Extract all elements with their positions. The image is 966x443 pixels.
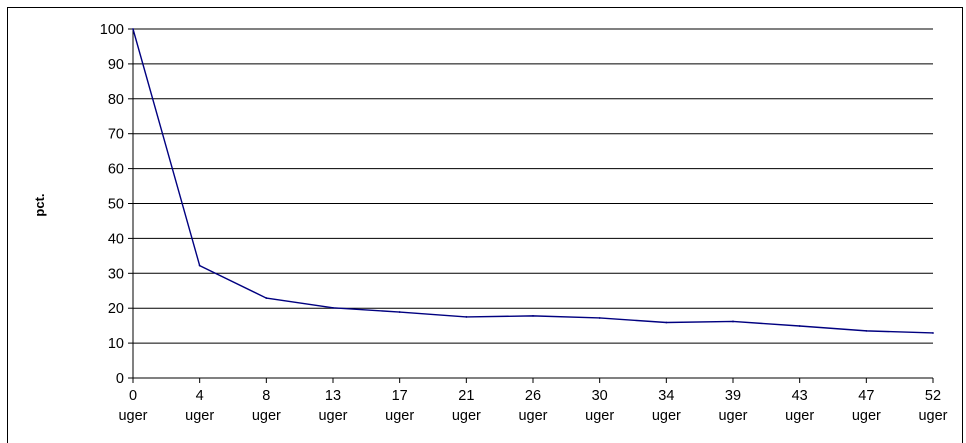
data-point [398,311,401,313]
data-point [332,306,334,309]
gridlines [133,28,933,344]
x-tick-label-line: uger [518,408,547,424]
x-tick-label-line: uger [385,408,414,424]
data-point [598,317,601,319]
x-tick-label-line: uger [318,408,347,424]
y-tick-label: 90 [108,57,124,73]
data-point [532,314,534,317]
x-tick-label: 34 uger [652,388,681,424]
x-tick-label-line: 17 [392,388,408,404]
x-tick-label-line: 4 [196,388,204,404]
y-tick-label: 70 [108,127,124,143]
x-tick-label-line: uger [785,408,814,424]
data-point [865,329,868,332]
x-tick-label-line: 52 [925,388,941,404]
y-tick-label: 0 [116,371,124,387]
y-axis-label: pct. [32,193,47,216]
x-tick-label: 30 uger [585,388,614,424]
x-tick-label: 0 uger [118,388,147,424]
y-tick-label: 60 [108,162,124,178]
y-tick-label: 50 [108,197,124,213]
data-point [732,320,734,323]
data-point [665,321,668,324]
x-tick-label: 43 uger [785,388,814,424]
data-point [132,28,134,30]
data-point [798,325,801,327]
y-tick-labels: 0 10 20 30 40 50 60 70 80 90 100 [100,22,124,387]
x-tick-label-line: uger [718,408,747,424]
x-tick-label: 39 uger [718,388,747,424]
y-tick-label: 30 [108,266,124,282]
x-tick-label-line: uger [852,408,881,424]
data-point [265,297,268,299]
series-line [132,28,934,334]
y-tick-label: 80 [108,92,124,108]
x-tick-label: 47 uger [852,388,881,424]
axes [128,28,934,383]
data-point [932,332,934,334]
x-tick-label-line: uger [585,408,614,424]
x-tick-label: 52 uger [918,388,947,424]
x-tick-label-line: 34 [658,388,674,404]
x-tick-label-line: uger [652,408,681,424]
x-tick-label-line: uger [185,408,214,424]
x-tick-label-line: 21 [458,388,474,404]
y-tick-label: 10 [108,336,124,352]
x-tick-label: 21 uger [452,388,481,424]
x-tick-label: 26 uger [518,388,547,424]
y-tick-label: 40 [108,231,124,247]
series-layer [132,28,934,334]
x-tick-label-line: 26 [525,388,541,404]
x-tick-label: 17 uger [385,388,414,424]
x-tick-label-line: uger [452,408,481,424]
x-tick-label-line: uger [118,408,147,424]
data-point [465,316,468,318]
x-tick-label-line: 47 [858,388,874,404]
x-tick-label-line: 43 [792,388,808,404]
x-tick-label: 8 uger [252,388,281,424]
x-tick-label-line: 0 [129,388,137,404]
x-tick-label-line: 39 [725,388,741,404]
x-tick-label-line: uger [252,408,281,424]
x-tick-label-line: 8 [262,388,270,404]
data-point [198,264,201,267]
y-tick-label: 20 [108,301,124,317]
chart-frame [7,7,963,443]
x-tick-label: 13 uger [318,388,347,424]
x-tick-label-line: uger [918,408,947,424]
x-tick-label-line: 13 [325,388,341,404]
y-tick-label: 100 [100,22,124,38]
x-tick-label-line: 30 [592,388,608,404]
x-tick-label: 4 uger [185,388,214,424]
